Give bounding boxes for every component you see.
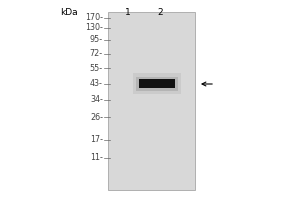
Bar xyxy=(133,73,181,94)
Text: 2: 2 xyxy=(157,8,163,17)
Bar xyxy=(108,12,195,190)
Text: 55-: 55- xyxy=(90,64,103,73)
Text: 11-: 11- xyxy=(90,154,103,162)
Text: 1: 1 xyxy=(125,8,131,17)
Text: 17-: 17- xyxy=(90,136,103,144)
Text: 26-: 26- xyxy=(90,112,103,121)
Bar xyxy=(136,76,178,91)
Text: 72-: 72- xyxy=(90,49,103,58)
Text: 170-: 170- xyxy=(85,14,103,22)
Text: kDa: kDa xyxy=(60,8,78,17)
Text: 130-: 130- xyxy=(85,23,103,32)
Text: 34-: 34- xyxy=(90,96,103,104)
Text: 43-: 43- xyxy=(90,79,103,88)
Text: 95-: 95- xyxy=(90,36,103,45)
Bar xyxy=(139,79,175,88)
